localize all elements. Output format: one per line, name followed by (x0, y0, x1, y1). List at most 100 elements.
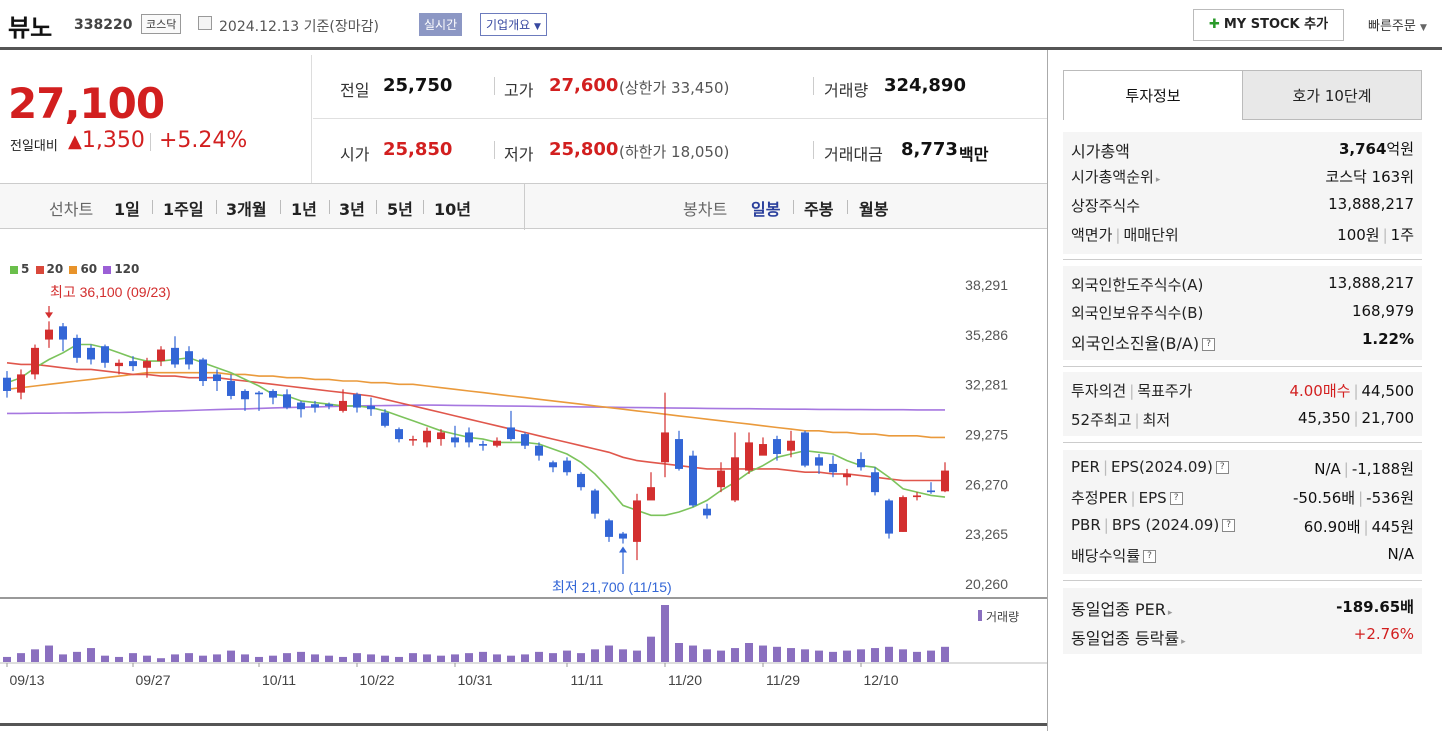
separator: | (1115, 226, 1121, 244)
volume-bar (731, 648, 739, 662)
separator: | (1353, 409, 1359, 427)
period-5y[interactable]: 5년 (387, 200, 413, 219)
candle-body (367, 405, 375, 410)
period-3m[interactable]: 3개월 (226, 200, 267, 219)
candle-body (619, 533, 627, 539)
up-arrow-icon: ▲ (68, 131, 82, 152)
mktcap-number: 3,764 (1338, 140, 1387, 158)
candle-weekly[interactable]: 주봉 (804, 200, 834, 219)
divider (376, 200, 377, 214)
period-3y[interactable]: 3년 (339, 200, 365, 219)
candle-body (3, 377, 11, 391)
company-overview-button[interactable]: 기업개요 ▼ (480, 13, 547, 36)
divider (793, 200, 794, 214)
unit-val: 1주 (1390, 226, 1414, 244)
help-icon[interactable]: ? (1215, 461, 1229, 474)
industry-per-text: 동일업종 PER (1071, 600, 1166, 619)
legend-swatch (35, 265, 44, 274)
high-value: 27,600 (549, 75, 619, 96)
candle-body (605, 520, 613, 537)
y-tick-label: 20,260 (965, 576, 1008, 592)
help-icon[interactable]: ? (1143, 550, 1157, 563)
foreign-limit-value: 13,888,217 (1328, 274, 1414, 292)
w52-high-text: 52주최고 (1071, 411, 1132, 429)
volume-bar (717, 650, 725, 662)
mystock-add-button[interactable]: ✚ MY STOCK 추가 (1193, 9, 1344, 41)
help-icon[interactable]: ? (1222, 519, 1236, 532)
volume-bar (773, 646, 781, 662)
volume-bar (185, 653, 193, 662)
divider (1063, 366, 1422, 367)
candle-body (521, 434, 529, 446)
candle-daily[interactable]: 일봉 (751, 200, 781, 219)
moving-average-line-ma20 (6, 362, 945, 482)
realtime-button[interactable]: 실시간 (419, 13, 463, 36)
industry-per-label[interactable]: 동일업종 PER ▸ (1071, 596, 1172, 620)
candle-body (535, 445, 543, 456)
change-percent: +5.24% (159, 128, 248, 153)
volume-bar (857, 649, 865, 662)
x-tick-label: 10/11 (262, 672, 296, 688)
amount-unit: 백만 (959, 145, 989, 164)
volume-bar (101, 655, 109, 662)
candle-body (675, 439, 683, 469)
candle-monthly[interactable]: 월봉 (859, 200, 889, 219)
info-row: 시가총액순위 ▸ 코스닥 163위 (1063, 162, 1422, 190)
period-1w[interactable]: 1주일 (163, 200, 204, 219)
volume-bar (521, 654, 529, 662)
panel-tabs: 투자정보 호가 10단계 (1063, 70, 1422, 120)
separator: | (1382, 226, 1388, 244)
period-1d[interactable]: 1일 (114, 200, 140, 219)
volume-bar (199, 655, 207, 662)
quick-order-button[interactable]: 빠른주문 ▼ (1368, 15, 1427, 34)
volume-legend-swatch (978, 610, 982, 621)
foreign-ratio-label: 외국인소진율(B/A)? (1071, 330, 1216, 354)
candle-body (689, 455, 697, 506)
help-icon[interactable]: ? (1202, 338, 1216, 351)
volume-bar (73, 651, 81, 662)
help-icon[interactable]: ? (1169, 492, 1183, 505)
volume-bar (451, 654, 459, 662)
volume-bar (899, 649, 907, 662)
candle-body (465, 432, 473, 443)
quick-order-label: 빠른주문 (1368, 19, 1416, 34)
per-val: N/A (1314, 460, 1341, 478)
candle-body (59, 326, 67, 340)
candle-body (31, 347, 39, 375)
price-box: 27,100 전일대비 ▲1,350 +5.24% (0, 55, 312, 183)
volume-label: 거래량 (824, 81, 869, 100)
candle-body (409, 439, 417, 441)
chart-canvas[interactable]: 38,291 35,286 32,281 29,275 26,270 23,265 20,2… (0, 230, 1048, 725)
volume-bar (227, 650, 235, 662)
tab-orderbook-10[interactable]: 호가 10단계 (1242, 70, 1422, 120)
info-row: 동일업종 등락률 ▸ +2.76% (1063, 621, 1422, 649)
volume-bar (143, 655, 151, 662)
period-10y[interactable]: 10년 (434, 200, 471, 219)
candle-body (773, 439, 781, 454)
candle-body (255, 392, 263, 395)
candle-body (899, 497, 907, 532)
mktcap-rank-value: 코스닥 163위 (1325, 168, 1414, 186)
volume-bar (437, 655, 445, 662)
calendar-icon (198, 16, 212, 30)
eps-val: -1,188원 (1351, 460, 1414, 478)
face-val: 100원 (1337, 226, 1380, 244)
shares-value: 13,888,217 (1328, 195, 1414, 213)
tab-investment-info[interactable]: 투자정보 (1063, 70, 1243, 120)
volume-bar (283, 653, 291, 662)
candle-body (381, 412, 389, 426)
period-1y[interactable]: 1년 (291, 200, 317, 219)
foreign-ratio-value: 1.22% (1362, 330, 1414, 348)
opinion-rating: 4.00매수 (1289, 382, 1351, 400)
candle-body (185, 351, 193, 365)
stock-header: 뷰노 338220 코스닥 2024.12.13 기준(장마감) 실시간 기업개… (0, 0, 1442, 50)
candle-body (717, 470, 725, 488)
candle-body (591, 490, 599, 514)
mktcap-rank-label[interactable]: 시가총액순위 ▸ (1071, 166, 1160, 187)
candle-body (647, 487, 655, 501)
industry-change-label[interactable]: 동일업종 등락률 ▸ (1071, 625, 1186, 649)
quote-date: 2024.12.13 기준(장마감) (219, 19, 379, 35)
volume-bar (633, 650, 641, 662)
face-value-label: 액면가 | 매매단위 (1071, 224, 1179, 245)
foreign-hold-value: 168,979 (1351, 302, 1414, 320)
